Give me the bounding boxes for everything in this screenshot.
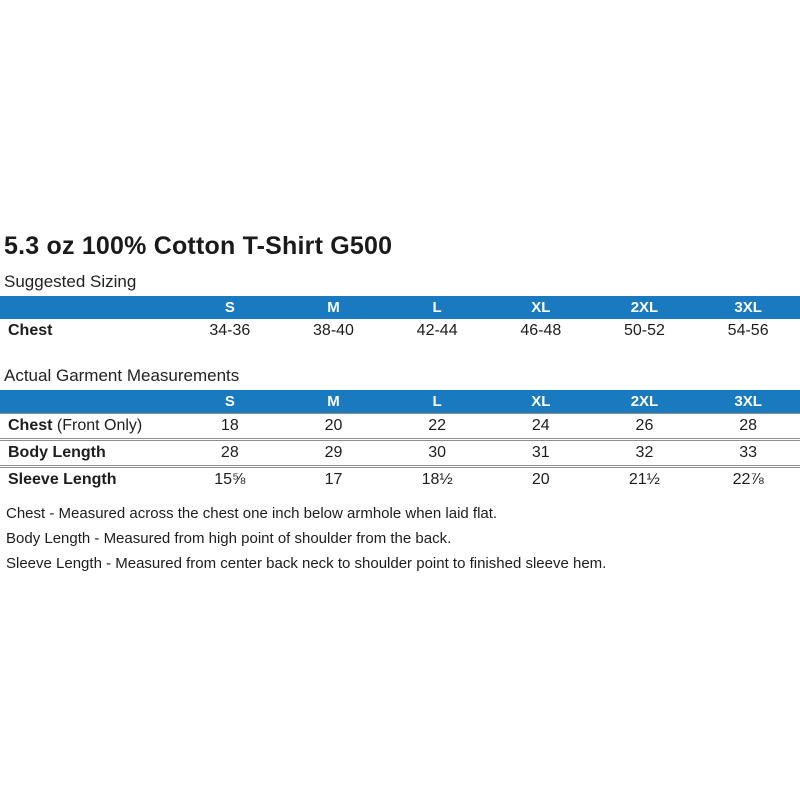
row-label-suffix: (Front Only) [52, 417, 143, 434]
size-header-2xl: 2XL [592, 296, 697, 319]
cell-value: 29 [281, 438, 386, 467]
size-header-empty-cell [0, 390, 178, 414]
note-sleeve-length: Sleeve Length - Measured from center bac… [6, 555, 607, 572]
cell-value: 24 [531, 417, 550, 434]
page-title: 5.3 oz 100% Cotton T-Shirt G500 [4, 232, 393, 260]
note-chest: Chest - Measured across the chest one in… [6, 505, 498, 522]
cell-value: 15⅝ [178, 465, 282, 492]
actual-measurements-label: Actual Garment Measurements [4, 366, 240, 385]
suggested-sizing-label: Suggested Sizing [4, 272, 137, 291]
note-body-length: Body Length - Measured from high point o… [6, 530, 452, 547]
size-header-l: L [385, 390, 489, 414]
sizing-chart-document: 5.3 oz 100% Cotton T-Shirt G500 Suggeste… [0, 231, 800, 581]
row-label-cell: Chest [0, 319, 178, 343]
size-header-m: M [281, 296, 386, 319]
cell-value: 50-52 [623, 322, 665, 339]
row-label: Chest [8, 417, 53, 434]
measurement-notes: Chest - Measured across the chest one in… [6, 506, 800, 571]
row-label-cell: Sleeve Length [0, 465, 178, 492]
size-header-s: S [178, 390, 282, 414]
row-label: Chest [8, 322, 53, 339]
cell-value: 28 [178, 438, 282, 467]
table-row-body-length: Body Length 28 29 30 31 32 33 [0, 438, 800, 467]
size-header-xl: XL [488, 390, 593, 414]
cell-value: 34-36 [209, 322, 251, 339]
cell-value: 17 [281, 465, 386, 492]
cell-value: 26 [635, 417, 654, 434]
cell-value: 20 [488, 465, 593, 492]
cell-value: 20 [324, 417, 343, 434]
cell-value: 18½ [385, 465, 489, 492]
cell-value: 32 [592, 438, 697, 467]
size-header-xl: XL [488, 296, 593, 319]
row-label-cell: Body Length [0, 438, 178, 467]
size-header-m: M [281, 390, 386, 414]
actual-measurements-table: S M L XL 2XL 3XL Chest (Front Only) 18 2… [0, 390, 800, 492]
row-label: Sleeve Length [8, 471, 117, 488]
cell-value: 33 [696, 438, 800, 467]
size-header-s: S [178, 296, 282, 319]
size-header-row: S M L XL 2XL 3XL [0, 296, 800, 319]
size-header-3xl: 3XL [696, 296, 800, 319]
size-header-empty-cell [0, 296, 178, 319]
cell-value: 30 [385, 438, 489, 467]
suggested-sizing-table: S M L XL 2XL 3XL Chest 34-36 38-40 42-44… [0, 296, 800, 343]
size-header-2xl: 2XL [592, 390, 697, 414]
table-row-chest-suggested: Chest 34-36 38-40 42-44 46-48 50-52 54-5… [0, 319, 800, 343]
cell-value: 28 [739, 417, 758, 434]
cell-value: 18 [220, 417, 239, 434]
cell-value: 54-56 [727, 322, 769, 339]
row-label: Body Length [8, 444, 106, 461]
size-header-row: S M L XL 2XL 3XL [0, 390, 800, 414]
cell-value: 31 [488, 438, 593, 467]
table-row-sleeve-length: Sleeve Length 15⅝ 17 18½ 20 21½ 22⅞ [0, 465, 800, 492]
table-row-chest-front-only: Chest (Front Only) 18 20 22 24 26 28 [0, 414, 800, 440]
cell-value: 46-48 [520, 322, 562, 339]
cell-value: 42-44 [416, 322, 458, 339]
cell-value: 22⅞ [696, 465, 800, 492]
cell-value: 21½ [592, 465, 697, 492]
size-header-3xl: 3XL [696, 390, 800, 414]
row-label-cell: Chest (Front Only) [0, 414, 178, 440]
size-header-l: L [385, 296, 489, 319]
cell-value: 38-40 [313, 322, 354, 339]
cell-value: 22 [428, 417, 447, 434]
